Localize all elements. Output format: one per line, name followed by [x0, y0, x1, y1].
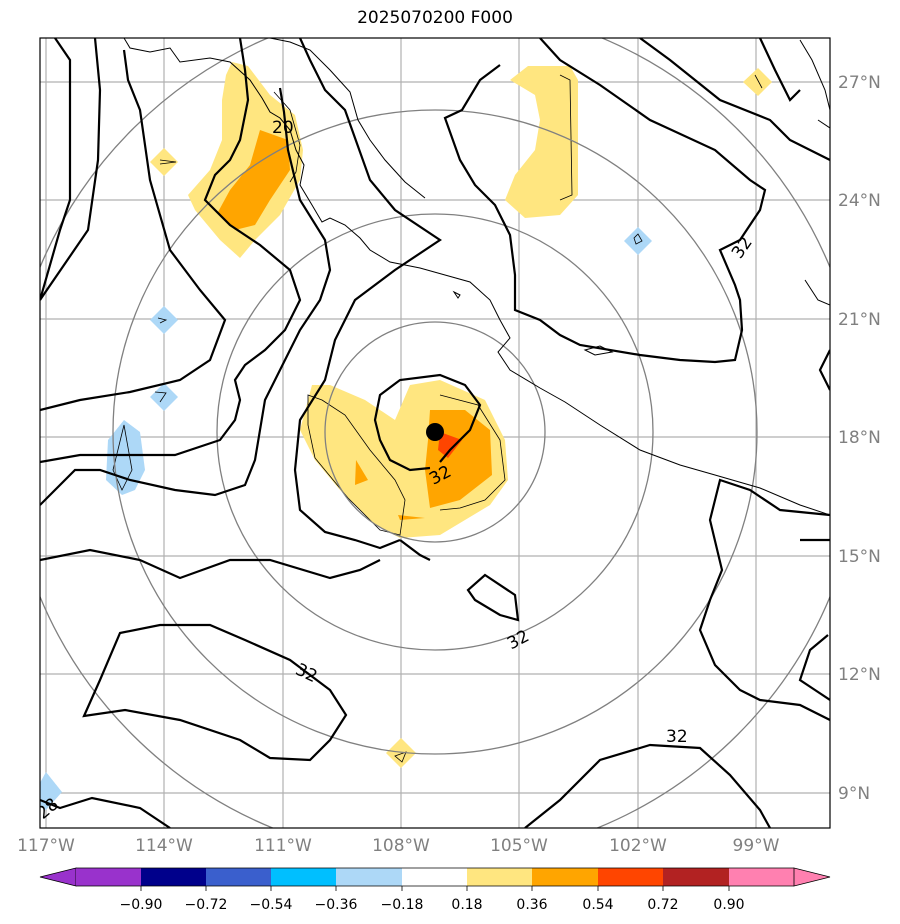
colorbar-label: −0.18	[381, 897, 424, 913]
colorbar-swatch	[271, 868, 336, 886]
lat-label: 15°N	[838, 547, 881, 567]
latitude-labels: 27°N 24°N 21°N 18°N 15°N 12°N 9°N	[838, 73, 881, 804]
lat-label: 18°N	[838, 428, 881, 448]
colorbar-label: −0.36	[315, 897, 358, 913]
colorbar-label: 0.54	[582, 897, 613, 913]
lon-label: 105°W	[490, 836, 548, 856]
storm-center-marker	[426, 423, 444, 441]
colorbar-swatch	[467, 868, 532, 886]
colorbar-swatch	[729, 868, 794, 886]
colorbar-label: 0.18	[451, 897, 482, 913]
lat-label: 12°N	[838, 665, 881, 685]
negative-shading	[40, 227, 652, 810]
lat-label: 24°N	[838, 191, 881, 211]
colorbar-extend-high	[793, 867, 831, 887]
lon-label: 102°W	[609, 836, 667, 856]
map-frame	[39, 37, 831, 829]
colorbar-extend-low	[39, 867, 77, 887]
colorbar-label: −0.54	[250, 897, 293, 913]
colorbar-label: −0.90	[120, 897, 163, 913]
colorbar-swatch	[76, 868, 141, 886]
lon-label: 108°W	[372, 836, 430, 856]
lon-label: 117°W	[17, 836, 75, 856]
colorbar-swatch	[141, 868, 206, 886]
colorbar-label: 0.90	[713, 897, 744, 913]
colorbar-label: −0.72	[185, 897, 228, 913]
longitude-labels: 117°W 114°W 111°W 108°W 105°W 102°W 99°W	[17, 836, 780, 856]
colorbar-swatch	[598, 868, 663, 886]
lon-label: 111°W	[254, 836, 312, 856]
colorbar-swatch	[402, 868, 467, 886]
height-contours	[40, 38, 830, 828]
lon-label: 99°W	[733, 836, 780, 856]
contour-label: 32	[728, 233, 757, 262]
colorbar-swatch	[532, 868, 598, 886]
lat-label: 27°N	[838, 73, 881, 93]
colorbar-swatch	[206, 868, 271, 886]
contour-label: 20	[272, 118, 294, 138]
map-title: 2025070200 F000	[357, 8, 513, 28]
contour-label: 32	[504, 626, 532, 654]
lon-label: 114°W	[135, 836, 193, 856]
coastline	[123, 38, 830, 516]
colorbar-label: 0.72	[647, 897, 678, 913]
colorbar-swatch	[336, 868, 402, 886]
range-rings	[40, 38, 830, 828]
lat-label: 21°N	[838, 310, 881, 330]
lat-label: 9°N	[838, 784, 870, 804]
contour-label: 32	[666, 727, 688, 747]
colorbar-swatch	[663, 868, 729, 886]
positive-shading	[150, 62, 772, 768]
contour-label: 28	[33, 794, 62, 823]
colorbar: −0.90 −0.72 −0.54 −0.36 −0.18 0.18 0.36 …	[39, 867, 831, 913]
colorbar-label: 0.36	[516, 897, 547, 913]
